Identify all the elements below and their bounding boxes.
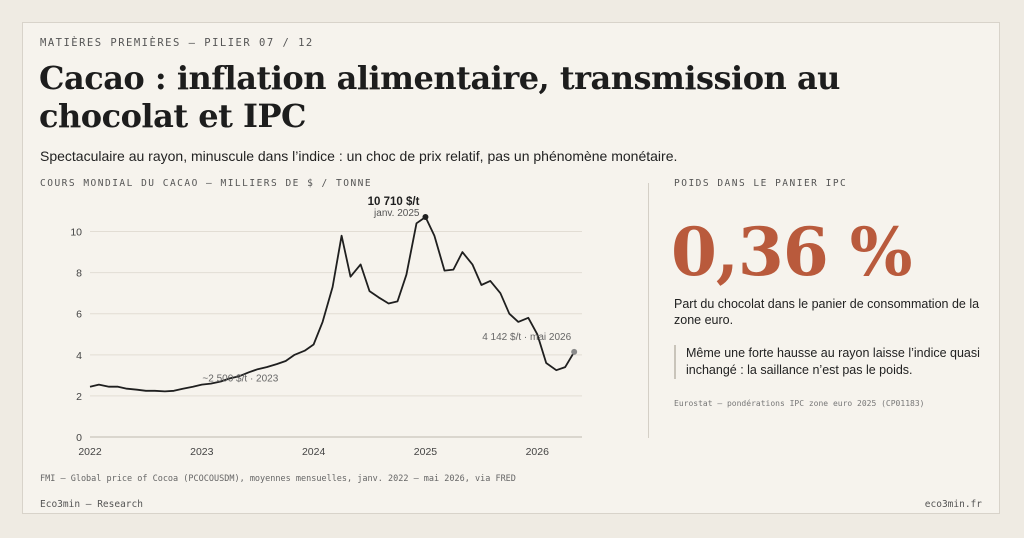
x-tick-label: 2024 bbox=[302, 446, 326, 458]
side-source: Eurostat — pondérations IPC zone euro 20… bbox=[674, 399, 925, 408]
footer-brand: Eco3min — Research bbox=[40, 499, 143, 510]
cocoa-price-chart: 0 2 4 6 8 10 2022 2023 2024 2025 2026 10 710 $/tjan… bbox=[70, 196, 582, 458]
peak-point bbox=[422, 213, 429, 220]
kicker: MATIÈRES PREMIÈRES — PILIER 07 / 12 bbox=[40, 37, 314, 49]
y-tick-label: 0 bbox=[76, 432, 82, 444]
chart-label: COURS MONDIAL DU CACAO — MILLIERS DE $ /… bbox=[40, 178, 373, 189]
last-point bbox=[571, 348, 578, 355]
y-tick-label: 2 bbox=[76, 391, 82, 403]
page-title: Cacao : inflation alimentaire, transmiss… bbox=[39, 59, 840, 135]
subtitle: Spectaculaire au rayon, minuscule dans l… bbox=[40, 148, 678, 164]
x-tick-label: 2026 bbox=[526, 446, 550, 458]
level-2023-label: ~2 500 $/t · 2023 bbox=[202, 374, 278, 385]
y-tick-label: 8 bbox=[76, 268, 82, 280]
last-point-label: 4 142 $/t · mai 2026 bbox=[482, 332, 571, 343]
cpi-weight-value: 0,36 % bbox=[671, 213, 912, 291]
y-tick-label: 6 bbox=[76, 309, 82, 321]
x-tick-label: 2025 bbox=[414, 446, 438, 458]
quote: Même une forte hausse au rayon laisse l’… bbox=[674, 345, 986, 379]
card: MATIÈRES PREMIÈRES — PILIER 07 / 12 Caca… bbox=[22, 22, 1000, 514]
side-label: POIDS DANS LE PANIER IPC bbox=[674, 178, 848, 189]
cpi-weight-description: Part du chocolat dans le panier de conso… bbox=[674, 297, 980, 327]
peak-label: 10 710 $/t bbox=[368, 196, 420, 208]
x-tick-label: 2023 bbox=[190, 446, 214, 458]
footer-site: eco3min.fr bbox=[924, 499, 982, 510]
divider bbox=[648, 183, 649, 438]
x-tick-label: 2022 bbox=[78, 446, 102, 458]
y-tick-label: 10 bbox=[70, 227, 82, 239]
series-line bbox=[89, 216, 575, 393]
chart-source: FMI — Global price of Cocoa (PCOCOUSDM),… bbox=[40, 474, 516, 484]
peak-sublabel: janv. 2025 bbox=[373, 208, 420, 219]
y-tick-label: 4 bbox=[76, 350, 82, 362]
